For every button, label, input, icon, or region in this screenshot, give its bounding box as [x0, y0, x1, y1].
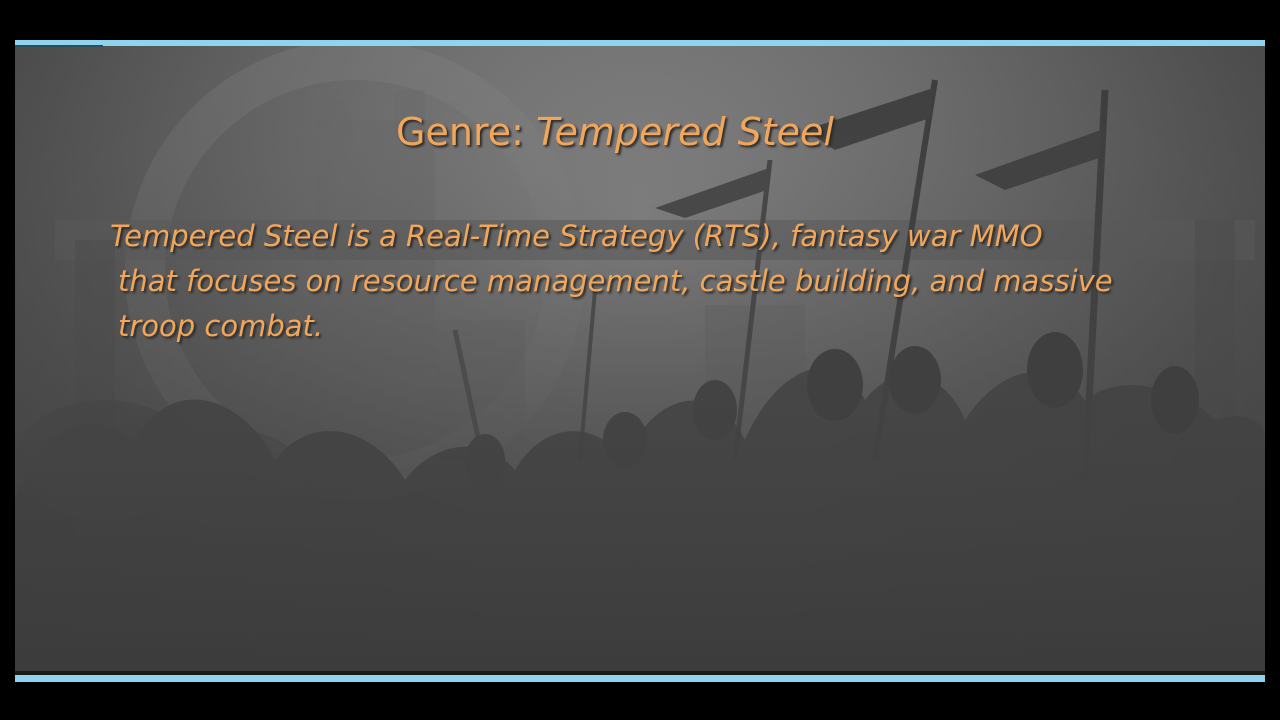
slide-bottom-shadow — [15, 671, 1265, 675]
slide-title-prefix: Genre: — [396, 110, 536, 154]
slide: Genre: Tempered Steel Tempered Steel is … — [15, 40, 1265, 682]
body-line-1: Tempered Steel is a Real-Time Strategy (… — [110, 219, 1043, 253]
body-line-3: troop combat. — [118, 309, 324, 343]
slide-top-border — [15, 40, 1265, 46]
slide-bottom-border — [15, 675, 1265, 682]
army-silhouette-background-image — [15, 40, 1265, 682]
slide-title: Genre: Tempered Steel — [15, 110, 1215, 154]
slide-body-paragraph: Tempered Steel is a Real-Time Strategy (… — [110, 214, 1170, 349]
body-line-2: that focuses on resource management, cas… — [118, 264, 1113, 298]
slide-title-name: Tempered Steel — [536, 110, 834, 154]
slide-top-border-accent — [15, 45, 103, 47]
